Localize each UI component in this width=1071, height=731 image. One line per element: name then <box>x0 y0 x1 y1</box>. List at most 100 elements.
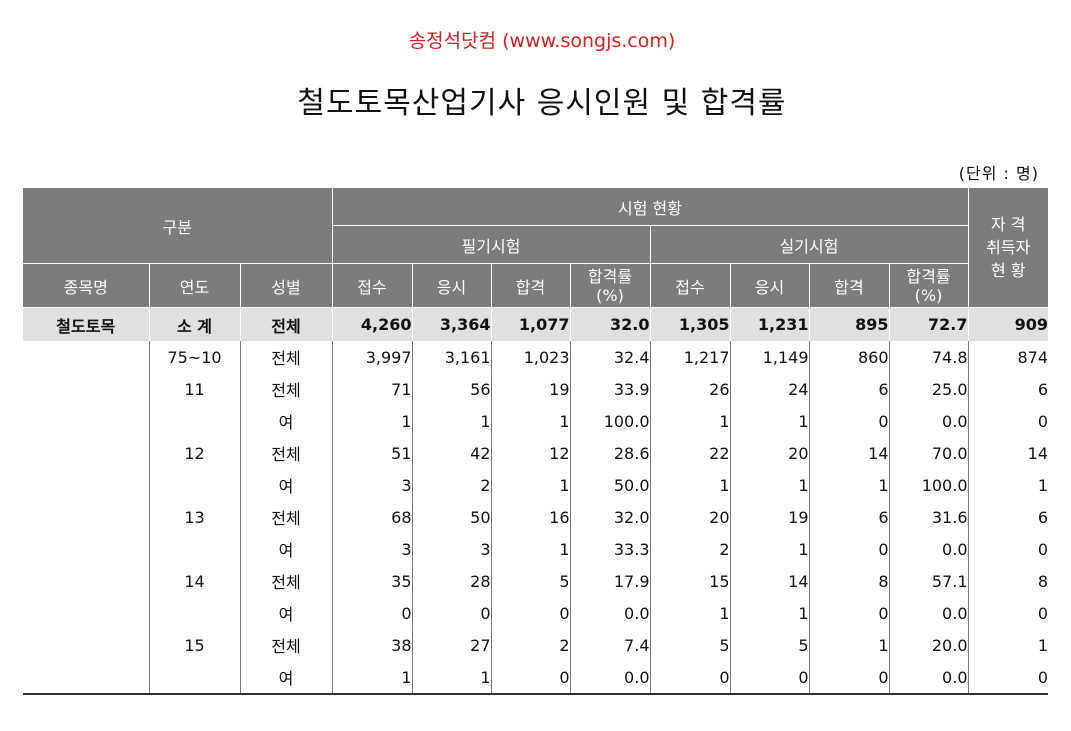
value-cell: 0.0 <box>889 533 969 565</box>
value-cell: 1 <box>730 533 810 565</box>
value-cell: 100.0 <box>889 469 969 501</box>
value-cell: 72.7 <box>889 307 969 341</box>
value-cell: 8 <box>809 565 890 597</box>
value-cell: 16 <box>491 501 571 533</box>
value-cell: 1 <box>809 469 890 501</box>
value-cell: 42 <box>412 437 492 469</box>
gender-cell: 여 <box>240 405 333 437</box>
value-cell: 1 <box>650 597 731 629</box>
value-cell: 0 <box>491 661 571 695</box>
item-name-cell <box>23 597 150 629</box>
rate-label: 합격률 <box>587 266 633 286</box>
rate-label: 합격률 <box>906 266 951 286</box>
value-cell: 1 <box>809 629 890 661</box>
year-cell: 13 <box>149 501 241 533</box>
value-cell: 5 <box>730 629 810 661</box>
value-cell: 0 <box>809 533 890 565</box>
year-cell: 소 계 <box>149 307 241 341</box>
header-certified-line2: 취득자 <box>986 238 1031 257</box>
header-practical-passed: 합격 <box>809 263 890 308</box>
value-cell: 0 <box>1037 603 1048 623</box>
value-cell: 70.0 <box>889 437 969 469</box>
value-cell: 1 <box>730 597 810 629</box>
value-cell: 56 <box>412 373 492 405</box>
table-row: 여 1 1 0 0.0 0 0 0 0.0 0 <box>23 661 1048 695</box>
table-row: 13 전체 68 50 16 32.0 20 19 6 31.6 6 <box>23 501 1048 533</box>
value-cell: 3,364 <box>412 307 492 341</box>
value-cell: 14 <box>809 437 890 469</box>
site-credit: 송정석닷컴 (www.songjs.com) <box>408 30 676 52</box>
header-certified-line1: 자 격 <box>990 215 1026 234</box>
value-cell: 14 <box>730 565 810 597</box>
year-cell: 75~10 <box>149 341 241 373</box>
item-name-cell <box>23 341 150 373</box>
value-cell: 1 <box>332 661 413 695</box>
gender-cell: 전체 <box>240 629 333 661</box>
year-cell <box>149 533 241 565</box>
value-cell: 19 <box>730 501 810 533</box>
value-cell: 6 <box>1037 379 1048 399</box>
year-cell: 15 <box>149 629 241 661</box>
rate-unit: (%) <box>596 285 624 305</box>
value-cell: 25.0 <box>889 373 969 405</box>
value-cell: 0 <box>332 597 413 629</box>
value-cell: 0.0 <box>889 405 969 437</box>
value-cell: 6 <box>1037 507 1048 527</box>
value-cell: 12 <box>491 437 571 469</box>
value-cell: 6 <box>809 373 890 405</box>
gender-cell: 여 <box>240 597 333 629</box>
table-row: 여 1 1 1 100.0 1 1 0 0.0 0 <box>23 405 1048 437</box>
value-cell: 51 <box>332 437 413 469</box>
item-name-cell <box>23 629 150 661</box>
value-cell: 1 <box>332 405 413 437</box>
header-gender: 성별 <box>240 263 333 308</box>
item-name-cell <box>23 661 150 695</box>
value-cell: 1 <box>491 469 571 501</box>
gender-cell: 여 <box>240 469 333 501</box>
year-cell: 11 <box>149 373 241 405</box>
value-cell: 19 <box>491 373 571 405</box>
header-certified: 자 격 취득자 현 황 <box>968 188 1048 308</box>
value-cell: 32.0 <box>570 307 651 341</box>
value-cell: 20.0 <box>889 629 969 661</box>
value-cell: 0 <box>809 661 890 695</box>
value-cell: 1,305 <box>650 307 731 341</box>
header-item-name: 종목명 <box>23 263 150 308</box>
header-written-taken: 응시 <box>412 263 492 308</box>
gender-cell: 전체 <box>240 341 333 373</box>
value-cell: 3 <box>332 469 413 501</box>
summary-row: 철도토목 소 계 전체 4,260 3,364 1,077 32.0 1,305… <box>23 307 1048 341</box>
value-cell: 68 <box>332 501 413 533</box>
value-cell: 71 <box>332 373 413 405</box>
gender-cell: 전체 <box>240 307 333 341</box>
value-cell: 33.3 <box>570 533 651 565</box>
year-cell <box>149 597 241 629</box>
value-cell: 874 <box>1017 347 1048 367</box>
value-cell: 7.4 <box>570 629 651 661</box>
header-written-applied: 접수 <box>332 263 413 308</box>
value-cell: 0 <box>809 405 890 437</box>
year-cell: 12 <box>149 437 241 469</box>
gender-cell: 전체 <box>240 565 333 597</box>
value-cell: 5 <box>491 565 571 597</box>
header-practical-applied: 접수 <box>650 263 731 308</box>
item-name-cell <box>23 533 150 565</box>
value-cell: 0 <box>491 597 571 629</box>
value-cell: 38 <box>332 629 413 661</box>
value-cell: 1 <box>730 405 810 437</box>
value-cell: 0 <box>968 661 1048 695</box>
value-cell: 1,023 <box>491 341 571 373</box>
exam-stats-table: 구분 시험 현황 자 격 취득자 현 황 필기시험 실기시험 종목명 연도 성별… <box>23 188 1048 695</box>
gender-cell: 전체 <box>240 501 333 533</box>
value-cell: 0 <box>412 597 492 629</box>
value-cell: 20 <box>650 501 731 533</box>
value-cell: 909 <box>968 307 1048 341</box>
header-certified-line3: 현 황 <box>990 261 1026 280</box>
value-cell: 24 <box>730 373 810 405</box>
value-cell: 1,077 <box>491 307 571 341</box>
value-cell: 0.0 <box>570 661 651 695</box>
value-cell: 28 <box>412 565 492 597</box>
rate-unit: (%) <box>914 285 943 305</box>
gender-cell: 여 <box>240 661 333 695</box>
value-cell: 20 <box>730 437 810 469</box>
